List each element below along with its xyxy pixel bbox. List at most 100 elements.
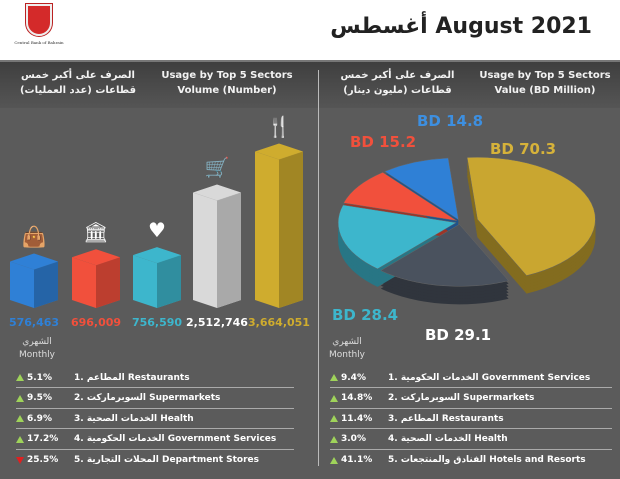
bar-top	[72, 249, 120, 266]
cart-icon: 🛒	[205, 156, 230, 180]
table-row: 9.5% 2. السوبرماركت Supermarkets	[16, 389, 294, 409]
table-row: 3.0% 4. الخدمات الصحية Health	[330, 430, 612, 450]
pie-slice-restaurants	[337, 204, 457, 270]
arrow-down-icon	[16, 456, 24, 464]
bahrain-shield-icon	[26, 4, 52, 36]
left-title-ar-line2: قطاعات (عدد العمليات)	[19, 85, 137, 96]
bar-3: 🛒	[193, 156, 241, 308]
right-title-en-line2: Value (BD Million)	[494, 85, 596, 96]
table-row: 9.4% 1. الخدمات الحكومية Government Servi…	[330, 368, 612, 388]
section-header-band: الصرف على أكبر خمس قطاعات (عدد العمليات) …	[0, 60, 620, 108]
heart-pulse-icon: ♥	[148, 218, 166, 242]
change-cell: 5.1%	[16, 373, 74, 383]
monthly-en: Monthly	[18, 350, 56, 360]
table-row: 6.9% 3. الخدمات الصحية Health	[16, 409, 294, 429]
shopping-bag-icon: 👜	[22, 224, 47, 248]
right-title-en: Usage by Top 5 Sectors Value (BD Million)	[470, 68, 620, 98]
sector-label: 3. الخدمات الصحية Health	[74, 413, 194, 424]
change-cell: 17.2%	[16, 434, 74, 444]
change-percent: 14.8%	[341, 393, 373, 403]
arrow-up-icon	[16, 394, 24, 402]
change-percent: 41.1%	[341, 455, 373, 465]
sector-label: 4. الخدمات الصحية Health	[388, 434, 508, 444]
bar-top	[255, 143, 303, 160]
bar-side	[96, 257, 120, 308]
monthly-ar: الشهري	[22, 337, 52, 347]
sector-label: 1. المطاعم Restaurants	[74, 372, 190, 383]
change-cell: 25.5%	[16, 455, 74, 465]
pie-value-label: BD 70.3	[490, 140, 557, 158]
change-percent: 9.4%	[341, 372, 366, 383]
pie	[337, 156, 596, 305]
bar-side	[279, 151, 303, 308]
arrow-up-icon	[16, 374, 24, 381]
bar-value-label: 3,664,051	[248, 316, 310, 329]
right-monthly-header: الشهري Monthly	[322, 336, 372, 362]
change-cell: 11.4%	[330, 414, 388, 424]
change-cell: 9.4%	[330, 373, 388, 383]
logo-text: Central Bank of Bahrain	[14, 40, 64, 45]
fork-knife-icon: 🍴	[267, 115, 292, 139]
arrow-up-icon	[330, 435, 338, 443]
central-bank-logo: Central Bank of Bahrain	[14, 4, 64, 58]
table-row: 17.2% 4. الخدمات الحكومية Government Serv…	[16, 430, 294, 450]
left-title-ar-line1: الصرف على أكبر خمس	[21, 70, 135, 81]
bar-4: 🍴	[255, 115, 303, 308]
left-title-ar: الصرف على أكبر خمس قطاعات (عدد العمليات)	[8, 68, 148, 98]
pie-slice-health	[343, 172, 457, 221]
sector-label: 1. الخدمات الحكومية Government Services	[388, 372, 591, 383]
sector-label: 4. الخدمات الحكومية Government Services	[74, 434, 277, 444]
change-cell: 3.0%	[330, 434, 388, 444]
sector-label: 2. السوبرماركت Supermarkets	[388, 393, 535, 403]
bar-value-label: 2,512,746	[186, 316, 248, 329]
change-cell: 6.9%	[16, 414, 74, 424]
change-cell: 9.5%	[16, 393, 74, 403]
left-monthly-header: الشهري Monthly	[12, 336, 62, 362]
page-title: أغسطس August 2021	[330, 14, 592, 39]
arrow-up-icon	[16, 415, 24, 422]
bar-0: 👜	[10, 224, 58, 308]
pie-value-label: BD 15.2	[350, 133, 417, 151]
pie-slice-hotels-and-resorts	[384, 157, 459, 221]
divider	[318, 70, 319, 466]
bar-side	[217, 192, 241, 308]
sector-label: 3. المطاعم Restaurants	[388, 413, 504, 424]
left-title-en-line1: Usage by Top 5 Sectors	[161, 70, 293, 81]
monthly-ar: الشهري	[332, 337, 362, 347]
change-percent: 25.5%	[27, 455, 59, 465]
bar-top	[193, 184, 241, 201]
change-cell: 14.8%	[330, 393, 388, 403]
pie-value-label: BD 29.1	[425, 326, 492, 344]
bar-top	[10, 253, 58, 270]
change-percent: 17.2%	[27, 434, 59, 444]
right-title-ar: الصرف على أكبر خمس قطاعات (مليون دينار)	[325, 68, 470, 98]
arrow-up-icon	[330, 456, 338, 464]
table-row: 41.1% 5. الفنادق والمنتجعات Hotels and Re…	[330, 450, 612, 470]
bar-2: ♥	[133, 218, 181, 308]
change-percent: 6.9%	[27, 413, 52, 424]
bar-value-label: 576,463	[8, 316, 60, 329]
table-row: 14.8% 2. السوبرماركت Supermarkets	[330, 389, 612, 409]
arrow-up-icon	[330, 415, 338, 422]
bar-value-label: 756,590	[131, 316, 183, 329]
change-percent: 3.0%	[341, 434, 366, 444]
right-title-ar-line2: قطاعات (مليون دينار)	[343, 85, 452, 96]
change-percent: 5.1%	[27, 372, 52, 383]
bank-icon: 🏛	[83, 220, 108, 244]
sector-label: 5. المحلات التجارية Department Stores	[74, 455, 260, 465]
bar-top	[133, 247, 181, 264]
left-title-en: Usage by Top 5 Sectors Volume (Number)	[152, 68, 302, 98]
change-cell: 41.1%	[330, 455, 388, 465]
right-title-en-line1: Usage by Top 5 Sectors	[479, 70, 611, 81]
arrow-up-icon	[16, 435, 24, 443]
pie-slice-government-services	[466, 156, 596, 276]
bar-1: 🏛	[72, 220, 120, 308]
sector-label: 2. السوبرماركت Supermarkets	[74, 393, 221, 403]
arrow-up-icon	[330, 394, 338, 402]
arrow-up-icon	[330, 374, 338, 381]
change-percent: 11.4%	[341, 413, 373, 424]
left-title-en-line2: Volume (Number)	[177, 85, 277, 96]
table-row: 5.1% 1. المطاعم Restaurants	[16, 368, 294, 388]
sector-label: 5. الفنادق والمنتجعات Hotels and Resorts	[388, 455, 586, 465]
